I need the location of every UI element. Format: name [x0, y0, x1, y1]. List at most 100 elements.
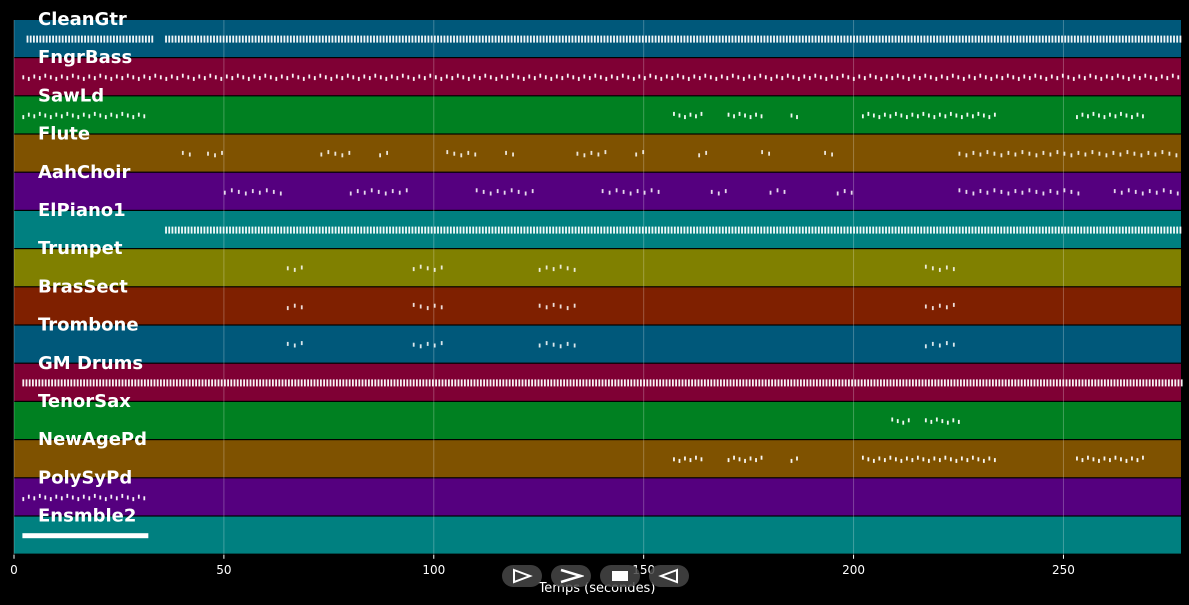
- note-mark: [92, 379, 95, 387]
- note-mark: [1009, 35, 1012, 43]
- note-mark: [821, 35, 823, 43]
- note-mark: [99, 73, 102, 78]
- note-mark: [782, 35, 785, 43]
- note-mark: [737, 35, 740, 43]
- rewind-button[interactable]: [649, 565, 689, 587]
- note-mark: [899, 379, 901, 387]
- note-mark: [293, 343, 296, 348]
- note-mark: [1042, 150, 1045, 155]
- note-mark: [348, 379, 351, 387]
- note-mark: [793, 379, 796, 387]
- note-mark: [1116, 379, 1119, 387]
- note-mark: [45, 35, 48, 43]
- note-mark: [712, 35, 715, 43]
- note-mark: [277, 226, 279, 234]
- note-mark: [331, 226, 334, 234]
- note-mark: [763, 35, 766, 43]
- note-mark: [538, 267, 541, 272]
- note-mark: [858, 74, 861, 79]
- note-mark: [936, 35, 939, 43]
- note-mark: [902, 379, 905, 387]
- note-mark: [313, 379, 316, 387]
- note-mark: [305, 226, 308, 234]
- note-mark: [181, 35, 183, 43]
- note-mark: [370, 188, 373, 193]
- note-mark: [261, 226, 263, 234]
- note-mark: [916, 455, 919, 460]
- note-mark: [341, 35, 343, 43]
- note-mark: [337, 35, 340, 43]
- note-mark: [66, 111, 69, 116]
- note-mark: [31, 379, 34, 387]
- note-mark: [841, 73, 844, 78]
- stop-button[interactable]: [600, 565, 640, 587]
- note-mark: [503, 190, 506, 195]
- note-mark: [1086, 226, 1089, 234]
- note-mark: [517, 189, 520, 194]
- play-button[interactable]: [502, 565, 542, 587]
- note-mark: [1070, 35, 1073, 43]
- note-mark: [955, 35, 958, 43]
- note-mark: [857, 379, 860, 387]
- note-mark: [850, 190, 853, 195]
- forward-button[interactable]: [551, 565, 591, 587]
- note-mark: [984, 226, 987, 234]
- note-mark: [873, 379, 876, 387]
- note-mark: [905, 456, 908, 461]
- note-mark: [993, 151, 996, 156]
- note-mark: [36, 35, 38, 43]
- note-mark: [489, 379, 492, 387]
- note-mark: [814, 73, 817, 78]
- note-mark: [55, 76, 58, 81]
- note-mark: [779, 226, 782, 234]
- note-mark: [179, 379, 181, 387]
- note-mark: [997, 226, 999, 234]
- note-mark: [86, 379, 89, 387]
- note-mark: [885, 74, 888, 79]
- note-mark: [335, 379, 338, 387]
- note-mark: [513, 226, 516, 234]
- note-mark: [379, 35, 382, 43]
- note-mark: [247, 76, 250, 81]
- note-mark: [889, 379, 892, 387]
- note-mark: [698, 153, 701, 158]
- note-mark: [654, 226, 657, 234]
- note-mark: [273, 35, 276, 43]
- note-mark: [699, 35, 702, 43]
- note-mark: [716, 379, 719, 387]
- note-mark: [609, 226, 612, 234]
- note-mark: [1080, 35, 1083, 43]
- note-mark: [577, 76, 580, 81]
- note-mark: [407, 75, 410, 80]
- note-mark: [188, 152, 191, 157]
- note-mark: [728, 35, 731, 43]
- note-mark: [1014, 152, 1017, 157]
- note-mark: [894, 35, 897, 43]
- note-mark: [861, 114, 864, 119]
- note-mark: [940, 379, 943, 387]
- note-mark: [924, 73, 927, 78]
- note-mark: [533, 35, 535, 43]
- note-mark: [231, 76, 234, 81]
- note-mark: [121, 379, 124, 387]
- note-mark: [441, 379, 444, 387]
- note-mark: [361, 379, 364, 387]
- note-mark: [443, 35, 446, 43]
- note-mark: [237, 189, 240, 194]
- note-mark: [616, 35, 619, 43]
- note-mark: [467, 76, 470, 81]
- note-mark: [430, 226, 433, 234]
- note-mark: [1051, 35, 1054, 43]
- note-mark: [222, 35, 225, 43]
- note-mark: [597, 152, 600, 157]
- note-mark: [511, 379, 514, 387]
- note-mark: [238, 226, 241, 234]
- note-mark: [604, 150, 607, 155]
- note-mark: [1093, 226, 1095, 234]
- note-mark: [453, 35, 455, 43]
- note-mark: [495, 76, 498, 81]
- note-mark: [271, 379, 274, 387]
- note-mark: [440, 226, 443, 234]
- note-mark: [998, 379, 1001, 387]
- x-tick-label: 250: [1052, 563, 1075, 577]
